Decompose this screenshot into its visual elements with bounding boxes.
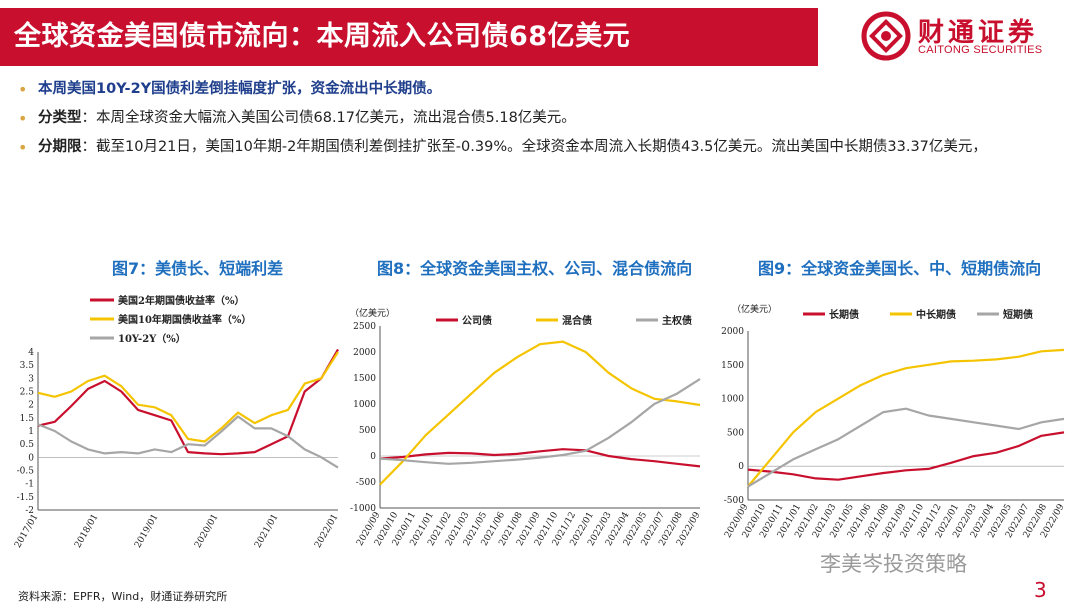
x-tick-label: 2022/01	[313, 513, 340, 550]
series-line-2	[747, 407, 1065, 488]
chart-title-fig9: 图9：全球资金美国长、中、短期债流向	[758, 259, 1042, 278]
series-line-2	[37, 415, 339, 469]
y-tick-label: 0	[28, 453, 34, 463]
x-tick-label: 2018/01	[73, 513, 100, 550]
x-tick-label: 2020/01	[193, 513, 220, 550]
bullet-item: • 本周美国10Y-2Y国债利差倒挂幅度扩张，资金流出中长期债。	[18, 80, 1058, 99]
bullet-dot-icon: •	[18, 138, 28, 157]
y-tick-label: 1	[28, 427, 34, 437]
x-tick-label: 2017/01	[13, 513, 40, 550]
company-logo: 财通证券 CAITONG SECURITIES	[860, 10, 1070, 64]
bullet-list: • 本周美国10Y-2Y国债利差倒挂幅度扩张，资金流出中长期债。 • 分类型：本…	[18, 80, 1058, 167]
legend-label: 公司债	[462, 314, 492, 327]
y-tick-label: -500	[724, 496, 744, 506]
series-line-1	[37, 351, 339, 443]
y-tick-label: 1500	[353, 374, 376, 384]
series-line-0	[747, 431, 1065, 481]
series-line-0	[379, 448, 701, 468]
y-tick-label: 2.5	[20, 388, 35, 398]
x-tick-label: 2019/01	[133, 513, 160, 550]
y-tick-label: -500	[356, 478, 376, 488]
page-number: 3	[1034, 578, 1047, 602]
y-tick-label: 500	[727, 428, 744, 438]
logo-emblem-icon	[861, 11, 911, 61]
y-tick-label: 2	[28, 401, 34, 411]
chart-fig9: 2000150010005000-5002020/092020/102020/1…	[721, 303, 1067, 540]
y-tick-label: 2000	[353, 348, 376, 358]
unit-label: （亿美元）	[732, 303, 777, 315]
bullet-item: • 分期限：截至10月21日，美国10年期-2年期国债利差倒挂扩张至-0.39%…	[18, 138, 1058, 157]
title-bar: 全球资金美国债市流向：本周流入公司债68亿美元	[0, 8, 818, 66]
bullet-text: 本周美国10Y-2Y国债利差倒挂幅度扩张，资金流出中长期债。	[38, 81, 442, 97]
header: 全球资金美国债市流向：本周流入公司债68亿美元 财通证券 CAITONG SEC…	[0, 0, 1080, 74]
series-line-1	[747, 348, 1065, 488]
logo-text-cn: 财通证券	[918, 18, 1039, 48]
y-tick-label: 2000	[721, 327, 744, 337]
y-tick-label: -0.5	[17, 467, 35, 477]
y-tick-label: -2	[25, 506, 34, 516]
y-tick-label: 0	[738, 462, 744, 472]
y-tick-label: 3.5	[20, 361, 35, 371]
bullet-dot-icon: •	[18, 80, 28, 99]
y-tick-label: 3	[28, 374, 34, 384]
y-tick-label: -1	[25, 480, 34, 490]
legend-label: 长期债	[829, 308, 859, 321]
y-tick-label: 1500	[721, 361, 744, 371]
bullet-text: ：本周全球资金大幅流入美国公司债68.17亿美元，流出混合债5.18亿美元。	[81, 110, 576, 126]
bullet-label: 分期限	[38, 139, 82, 155]
legend-label: 中长期债	[916, 308, 956, 321]
legend-label: 美国10年期国债收益率（%）	[118, 313, 251, 326]
legend-label: 短期债	[1003, 308, 1033, 321]
y-tick-label: 4	[28, 348, 34, 358]
y-tick-label: 0.5	[20, 440, 35, 450]
source-note: 资料来源：EPFR，Wind，财通证券研究所	[18, 590, 228, 603]
y-tick-label: 1.5	[20, 414, 35, 424]
legend-label: 美国2年期国债收益率（%）	[118, 294, 244, 307]
watermark: 李美岑投资策略	[820, 552, 967, 576]
legend-label: 主权债	[662, 314, 692, 327]
y-tick-label: 0	[370, 452, 376, 462]
y-tick-label: 1000	[721, 395, 744, 405]
chart-title-fig8: 图8：全球资金美国主权、公司、混合债流向	[377, 259, 693, 278]
bullet-text: ：截至10月21日，美国10年期-2年期国债利差倒挂扩张至-0.39%。全球资金…	[81, 139, 987, 155]
y-tick-label: -1.5	[17, 493, 35, 503]
logo-text-en: CAITONG SECURITIES	[918, 44, 1043, 56]
bullet-item: • 分类型：本周全球资金大幅流入美国公司债68.17亿美元，流出混合债5.18亿…	[18, 109, 1058, 128]
legend-label: 10Y-2Y（%）	[118, 332, 186, 345]
chart-fig8: 25002000150010005000-500-10002020/092020…	[350, 307, 703, 548]
y-tick-label: -1000	[350, 504, 376, 514]
unit-label: （亿美元）	[350, 307, 395, 319]
series-line-1	[379, 340, 701, 486]
y-tick-label: 1000	[353, 400, 376, 410]
series-line-2	[379, 378, 701, 465]
page-title: 全球资金美国债市流向：本周流入公司债68亿美元	[14, 21, 631, 52]
y-tick-label: 2500	[353, 322, 376, 332]
bullet-dot-icon: •	[18, 109, 28, 128]
chart-title-fig7: 图7：美债长、短端利差	[112, 259, 284, 278]
legend-label: 混合债	[562, 314, 592, 327]
bullet-label: 分类型	[38, 110, 82, 126]
y-tick-label: 500	[359, 426, 376, 436]
x-tick-label: 2021/01	[253, 513, 280, 550]
